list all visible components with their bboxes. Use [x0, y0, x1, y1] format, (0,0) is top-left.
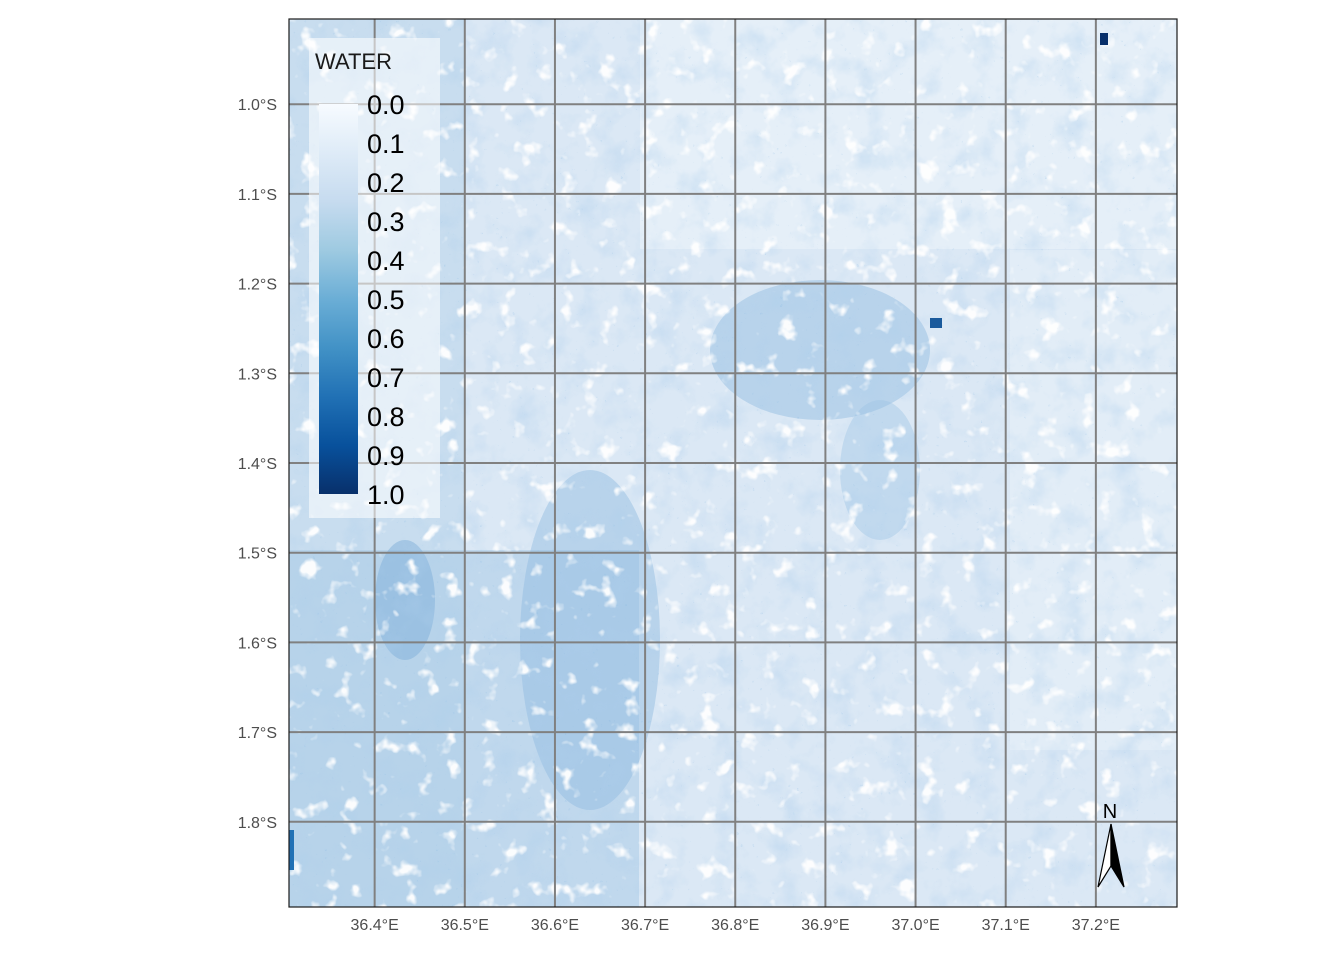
legend-label: 0.6 — [367, 324, 405, 354]
panel-border — [288, 18, 1178, 908]
legend-label: 0.5 — [367, 285, 405, 315]
y-tick-label: 1.2°S — [238, 277, 277, 294]
legend-label: 0.2 — [367, 168, 405, 198]
north-arrow: N — [1097, 801, 1125, 888]
x-tick-label: 37.1°E — [982, 917, 1030, 934]
x-tick-label: 36.7°E — [621, 917, 669, 934]
y-tick-label: 1.7°S — [238, 725, 277, 742]
x-tick-label: 36.6°E — [531, 917, 579, 934]
x-axis: 36.4°E 36.5°E 36.6°E 36.7°E 36.8°E 36.9°E 37.0… — [351, 917, 1120, 934]
legend-label: 0.4 — [367, 246, 405, 276]
legend-label: 0.8 — [367, 402, 405, 432]
legend-label: 0.1 — [367, 129, 405, 159]
x-tick-label: 36.5°E — [441, 917, 489, 934]
north-arrow-label: N — [1103, 801, 1117, 823]
legend-label: 0.0 — [367, 90, 405, 120]
x-tick-label: 36.9°E — [801, 917, 849, 934]
legend-labels: 0.0 0.1 0.2 0.3 0.4 0.5 0.6 0.7 0.8 0.9 1.0 — [367, 90, 405, 510]
legend-label: 0.3 — [367, 207, 405, 237]
y-tick-label: 1.0°S — [238, 97, 277, 114]
legend-colorbar — [319, 104, 358, 494]
y-tick-label: 1.1°S — [238, 187, 277, 204]
x-tick-label: 36.4°E — [351, 917, 399, 934]
y-axis: 1.0°S 1.1°S 1.2°S 1.3°S 1.4°S 1.5°S 1.6°S 1.7°S… — [238, 97, 277, 832]
y-tick-label: 1.3°S — [238, 366, 277, 383]
x-tick-label: 36.8°E — [711, 917, 759, 934]
x-tick-label: 37.0°E — [891, 917, 939, 934]
y-tick-label: 1.6°S — [238, 635, 277, 652]
legend-label: 0.7 — [367, 363, 405, 393]
north-arrow-right-half — [1110, 823, 1125, 888]
x-tick-label: 37.2°E — [1072, 917, 1120, 934]
y-tick-label: 1.4°S — [238, 456, 277, 473]
legend: WATER 0.0 0.1 0.2 0.3 0.4 0.5 0.6 0.7 0.8 0.9 1.0 — [309, 38, 440, 518]
legend-label: 0.9 — [367, 441, 405, 471]
legend-label: 1.0 — [367, 480, 405, 510]
y-tick-label: 1.5°S — [238, 546, 277, 563]
legend-title: WATER — [315, 49, 392, 74]
y-tick-label: 1.8°S — [238, 815, 277, 832]
